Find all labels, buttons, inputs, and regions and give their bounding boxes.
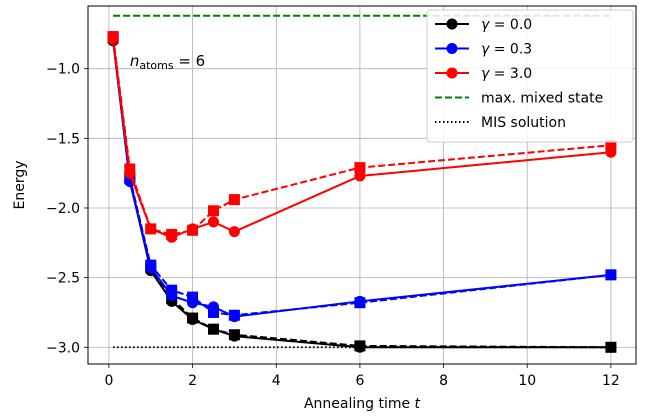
- circle-marker: [166, 231, 178, 243]
- circle-marker: [228, 330, 240, 342]
- plot-area-frame: [87, 5, 637, 365]
- x-tick-label: 2: [188, 373, 197, 389]
- x-axis-label: Annealing time t: [304, 396, 421, 412]
- square-marker: [207, 205, 219, 217]
- y-tick-label: −2.0: [46, 201, 80, 217]
- y-tick-label: −2.5: [46, 271, 80, 287]
- legend-entry: γ = 3.0: [435, 66, 532, 82]
- circle-marker: [107, 33, 119, 45]
- x-tick-label: 0: [104, 373, 113, 389]
- y-tick-label: −1.5: [46, 131, 80, 147]
- square-marker: [354, 162, 366, 174]
- circle-marker: [187, 297, 199, 309]
- circle-marker: [354, 295, 366, 307]
- legend-label: γ = 3.0: [481, 66, 532, 82]
- atoms-annotation: natoms = 6: [130, 52, 205, 72]
- circle-marker: [605, 146, 617, 158]
- square-marker: [187, 291, 199, 303]
- x-tick-label: 6: [355, 373, 364, 389]
- square-marker: [605, 139, 617, 151]
- circle-marker: [228, 311, 240, 323]
- circle-marker: [207, 323, 219, 335]
- legend-marker: [446, 18, 458, 30]
- legend-label: γ = 0.3: [481, 42, 532, 58]
- square-marker: [207, 306, 219, 318]
- circle-marker: [605, 269, 617, 281]
- y-tick-label: −1.0: [46, 62, 80, 78]
- square-marker: [228, 194, 240, 206]
- circle-marker: [124, 167, 136, 179]
- circle-marker: [354, 170, 366, 182]
- x-tick-label: 12: [602, 373, 620, 389]
- legend-label: max. mixed state: [481, 91, 603, 107]
- circle-marker: [187, 223, 199, 235]
- x-tick-label: 10: [518, 373, 536, 389]
- x-tick-label: 8: [439, 373, 448, 389]
- circle-marker: [207, 301, 219, 313]
- circle-marker: [354, 341, 366, 353]
- circle-marker: [145, 262, 157, 274]
- circle-marker: [207, 216, 219, 228]
- legend-entry: γ = 0.3: [435, 42, 532, 58]
- series-group: [107, 31, 617, 243]
- legend: γ = 0.0 γ = 0.3 γ = 3.0 max. mixed state MIS…: [426, 9, 634, 143]
- circle-marker: [187, 313, 199, 325]
- legend-entry: MIS solution: [435, 115, 566, 131]
- square-marker: [166, 284, 178, 296]
- legend-marker: [446, 67, 458, 79]
- legend-marker: [446, 43, 458, 54]
- circle-marker: [166, 290, 178, 302]
- y-axis-label: Energy: [12, 160, 28, 209]
- data-series: [107, 31, 617, 353]
- circle-marker: [605, 341, 617, 353]
- legend-label: MIS solution: [481, 115, 566, 131]
- legend-box: [426, 9, 634, 143]
- legend-label: γ = 0.0: [481, 17, 532, 33]
- legend-entry: γ = 0.0: [435, 17, 532, 33]
- circle-marker: [145, 223, 157, 235]
- y-tick-label: −3.0: [46, 340, 80, 356]
- circle-marker: [228, 226, 240, 238]
- legend-entry: max. mixed state: [435, 91, 603, 107]
- x-tick-label: 4: [272, 373, 281, 389]
- axis-ticks: 0 2 4 6 8 10 12 −3.0 −2.5 −2.0 −1.5 −1.0: [46, 62, 620, 389]
